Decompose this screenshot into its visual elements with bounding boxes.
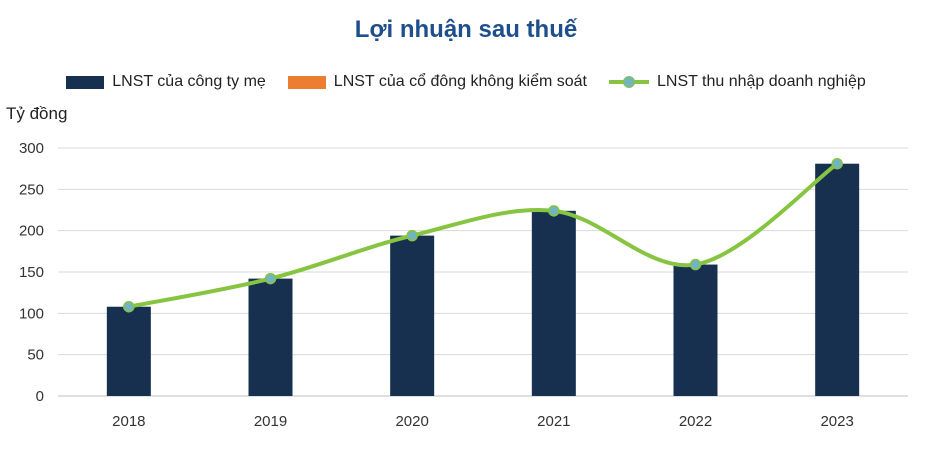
x-tick-label: 2022 bbox=[679, 413, 712, 430]
legend-label-non-controlling: LNST của cổ đông không kiểm soát bbox=[333, 73, 587, 90]
marker-enterprise-income-2021 bbox=[548, 205, 560, 217]
marker-enterprise-income-2019 bbox=[264, 272, 277, 285]
marker-enterprise-income-2018 bbox=[123, 300, 135, 313]
legend-label-parent-company: LNST của công ty mẹ bbox=[112, 73, 266, 90]
y-tick-label: 150 bbox=[19, 264, 44, 281]
bar-parent-company-2018 bbox=[106, 306, 151, 396]
legend-swatch-enterprise-income bbox=[608, 75, 649, 89]
legend-swatch-parent-company bbox=[66, 75, 105, 89]
bar-parent-company-2019 bbox=[248, 278, 293, 396]
line-enterprise-income bbox=[126, 161, 840, 309]
x-tick-label: 2020 bbox=[395, 413, 428, 430]
legend-label-enterprise-income: LNST thu nhập doanh nghiệp bbox=[656, 73, 866, 90]
legend-item-non-controlling: LNST của cổ đông không kiểm soát bbox=[287, 73, 587, 91]
y-tick-label: 50 bbox=[27, 347, 44, 364]
bar-parent-company-2022 bbox=[673, 264, 718, 396]
x-tick-label: 2018 bbox=[112, 413, 145, 430]
chart-title: Lợi nhuận sau thuế bbox=[354, 16, 578, 43]
legend-item-parent-company: LNST của công ty mẹ bbox=[66, 73, 266, 91]
legend-swatch-non-controlling bbox=[287, 75, 326, 89]
marker-enterprise-income-2022 bbox=[689, 258, 702, 271]
x-tick-label: 2019 bbox=[254, 413, 287, 430]
y-tick-label: 100 bbox=[19, 305, 44, 322]
y-tick-label: 0 bbox=[36, 388, 44, 405]
legend: LNST của công ty mẹ LNST của cổ đông khô… bbox=[0, 73, 932, 91]
y-tick-label: 300 bbox=[19, 140, 44, 157]
x-tick-label: 2021 bbox=[537, 413, 570, 430]
y-tick-label: 200 bbox=[19, 223, 44, 240]
bar-parent-company-2021 bbox=[531, 210, 576, 396]
x-tick-label: 2023 bbox=[820, 413, 853, 430]
y-axis-label: Tỷ đồng bbox=[6, 104, 68, 123]
y-tick-label: 250 bbox=[19, 181, 44, 198]
marker-enterprise-income-2020 bbox=[406, 229, 418, 242]
legend-item-enterprise-income: LNST thu nhập doanh nghiệp bbox=[608, 73, 866, 91]
marker-enterprise-income-2023 bbox=[831, 157, 843, 170]
bar-parent-company-2020 bbox=[390, 235, 435, 396]
bar-parent-company-2023 bbox=[815, 163, 860, 396]
